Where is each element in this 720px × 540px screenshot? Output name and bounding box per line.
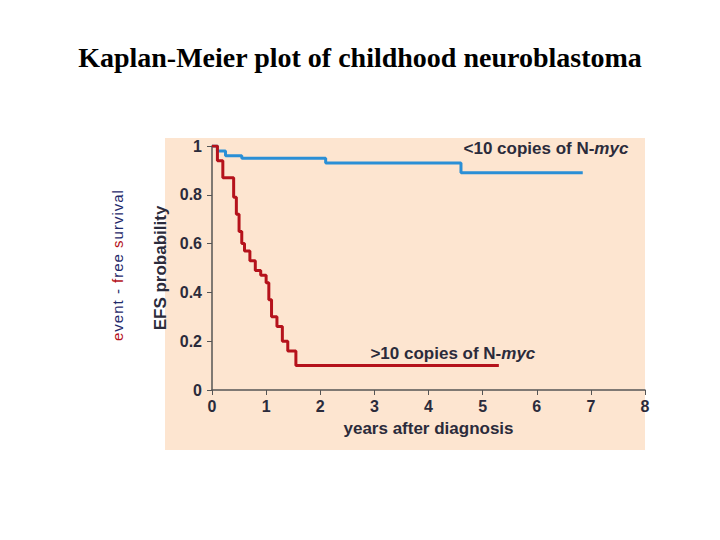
- svg-text:4: 4: [424, 398, 433, 415]
- svg-text:Kaplan-Meier plot of childhood: Kaplan-Meier plot of childhood neuroblas…: [78, 42, 642, 73]
- html-text:vent: vent: [108, 299, 126, 332]
- svg-text:0.8: 0.8: [180, 186, 202, 203]
- html-text:f: f: [108, 277, 126, 283]
- svg-text:3: 3: [370, 398, 379, 415]
- svg-text:1: 1: [262, 398, 271, 415]
- svg-text:>10 copies of N-: >10 copies of N-: [370, 344, 501, 363]
- html-text:ree: ree: [108, 253, 126, 278]
- svg-text:6: 6: [532, 398, 541, 415]
- svg-text:years after diagnosis: years after diagnosis: [343, 419, 513, 438]
- html-text:e: e: [108, 331, 126, 341]
- svg-text:0: 0: [208, 398, 217, 415]
- svg-text:5: 5: [478, 398, 487, 415]
- html-text:s: s: [108, 239, 126, 248]
- svg-text:0.2: 0.2: [180, 333, 202, 350]
- svg-text:2: 2: [316, 398, 325, 415]
- svg-text:0.4: 0.4: [180, 284, 202, 301]
- svg-text:<10 copies of N-: <10 copies of N-: [464, 139, 595, 158]
- svg-text:0: 0: [193, 382, 202, 399]
- svg-text:myc: myc: [594, 139, 629, 158]
- svg-text:7: 7: [586, 398, 595, 415]
- svg-text:myc: myc: [501, 344, 536, 363]
- html-text:urvival: urvival: [108, 189, 126, 240]
- svg-text:0.6: 0.6: [180, 235, 202, 252]
- svg-text:8: 8: [641, 398, 650, 415]
- svg-text:1: 1: [193, 138, 202, 155]
- svg-text:EFS probability: EFS probability: [151, 205, 170, 330]
